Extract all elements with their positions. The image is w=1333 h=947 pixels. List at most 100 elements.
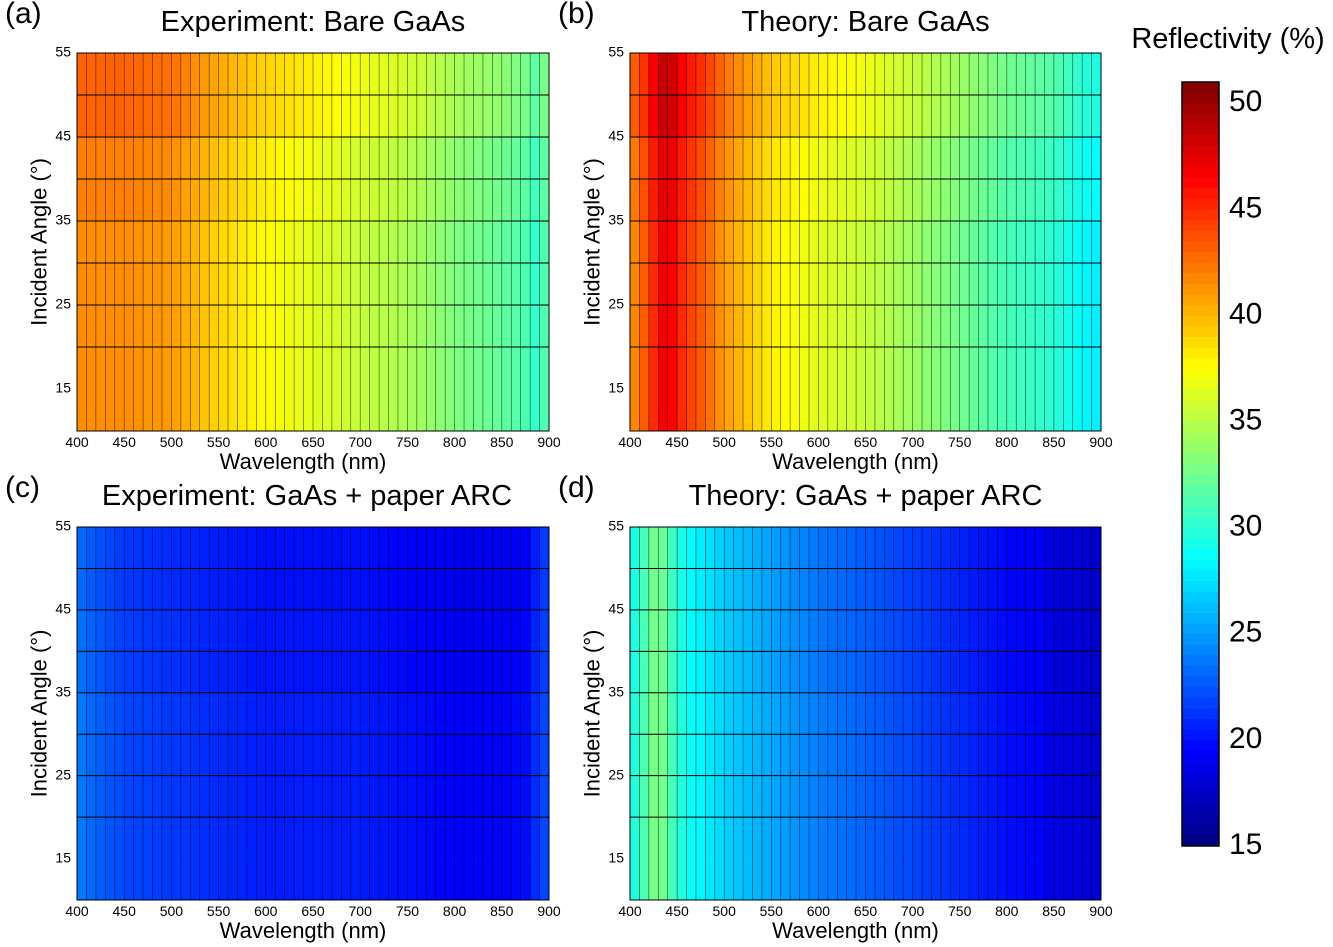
heatmap-cell — [105, 305, 116, 348]
x-tick-label-c: 600 — [254, 903, 278, 919]
heatmap-cell — [492, 137, 503, 180]
heatmap-cell — [874, 609, 885, 652]
heatmap-cell — [903, 263, 913, 306]
heatmap-cell — [705, 179, 716, 222]
heatmap-cell — [1035, 817, 1045, 859]
heatmap-cell — [1082, 527, 1092, 569]
heatmap-cell — [940, 53, 951, 96]
heatmap-cell — [658, 817, 669, 859]
heatmap-cell — [648, 95, 659, 138]
heatmap-cell — [275, 137, 286, 180]
heatmap-cell — [105, 527, 116, 569]
heatmap-cell — [114, 221, 125, 264]
heatmap-cell — [743, 858, 753, 901]
heatmap-cell — [686, 137, 697, 180]
heatmap-cell — [501, 568, 512, 611]
heatmap-cell — [275, 609, 286, 652]
y-tick-label-c: 45 — [55, 601, 71, 617]
heatmap-cell — [379, 775, 389, 818]
heatmap-cell — [865, 389, 876, 432]
heatmap-cell — [912, 734, 923, 777]
heatmap-cell — [1016, 221, 1027, 264]
heatmap-cell — [667, 347, 678, 390]
heatmap-cell — [397, 651, 408, 694]
heatmap-cell — [903, 179, 913, 222]
heatmap-cell — [190, 609, 201, 652]
heatmap-cell — [313, 651, 323, 694]
heatmap-cell — [959, 347, 970, 390]
heatmap-cell — [893, 734, 904, 777]
heatmap-cell — [105, 734, 116, 777]
heatmap-cell — [686, 389, 697, 432]
heatmap-cell — [639, 389, 650, 432]
heatmap-cell — [388, 179, 399, 222]
heatmap-cell — [658, 527, 669, 569]
heatmap-cell — [95, 95, 106, 138]
heatmap-cell — [827, 775, 838, 818]
colorbar-segment — [1182, 495, 1219, 507]
heatmap-cell — [922, 221, 932, 264]
heatmap-cell — [959, 389, 970, 432]
heatmap-cell — [940, 609, 951, 652]
plot-frame — [629, 52, 1102, 432]
heatmap-cell — [1091, 775, 1102, 818]
heatmap-cell — [209, 651, 219, 694]
heatmap-cell — [978, 95, 989, 138]
heatmap-cell — [520, 389, 531, 432]
y-tick-label-b: 35 — [608, 212, 624, 228]
heatmap-cell — [677, 609, 687, 652]
x-tick-label-c: 700 — [349, 903, 373, 919]
heatmap-cell — [256, 53, 267, 96]
heatmap-cell — [705, 568, 716, 611]
heatmap-cell — [416, 179, 427, 222]
heatmap-cell — [1072, 389, 1083, 432]
x-tick-label-b: 900 — [1089, 434, 1113, 450]
heatmap-cell — [884, 775, 895, 818]
y-tick-label-b: 25 — [608, 296, 624, 312]
heatmap-cell — [686, 179, 697, 222]
heatmap-cell — [313, 137, 323, 180]
heatmap-cell — [426, 221, 437, 264]
heatmap-cell — [912, 527, 923, 569]
heatmap-cell — [152, 651, 163, 694]
heatmap-cell — [969, 179, 979, 222]
heatmap-cell — [473, 347, 484, 390]
heatmap-cell — [152, 527, 163, 569]
heatmap-cell — [407, 95, 418, 138]
heatmap-cell — [322, 609, 333, 652]
heatmap-cell — [799, 221, 810, 264]
heatmap-cell — [695, 137, 706, 180]
heatmap-cell — [639, 858, 650, 901]
heatmap-cell — [190, 568, 201, 611]
heatmap-cell — [677, 692, 687, 735]
heatmap-cell — [997, 651, 1008, 694]
heatmap-cell — [95, 179, 106, 222]
heatmap-cell — [1044, 858, 1055, 901]
heatmap-cell — [846, 527, 857, 569]
heatmap-cell — [143, 858, 153, 901]
heatmap-cell — [714, 817, 725, 859]
heatmap-cell — [275, 179, 286, 222]
heatmap-cell — [978, 53, 989, 96]
colorbar-segment — [1182, 718, 1219, 730]
heatmap-cell — [1035, 263, 1045, 306]
heatmap-cell — [686, 858, 697, 901]
heatmap-cell — [313, 389, 323, 432]
heatmap-cell — [1072, 651, 1083, 694]
heatmap-cell — [407, 734, 418, 777]
heatmap-cell — [1006, 651, 1017, 694]
y-tick-label-c: 55 — [55, 518, 71, 534]
heatmap-cell — [246, 734, 257, 777]
heatmap-cell — [724, 179, 735, 222]
heatmap-cell — [256, 858, 267, 901]
heatmap-cell — [874, 179, 885, 222]
colorbar-segment — [1182, 633, 1219, 645]
heatmap-cell — [492, 53, 503, 96]
heatmap-cell — [209, 95, 219, 138]
heatmap-cell — [228, 389, 238, 432]
heatmap-cell — [856, 775, 866, 818]
heatmap-cell — [1025, 137, 1036, 180]
colorbar-title: Reflectivity (%) — [1131, 23, 1324, 55]
heatmap-cell — [124, 263, 135, 306]
heatmap-cell — [464, 817, 474, 859]
